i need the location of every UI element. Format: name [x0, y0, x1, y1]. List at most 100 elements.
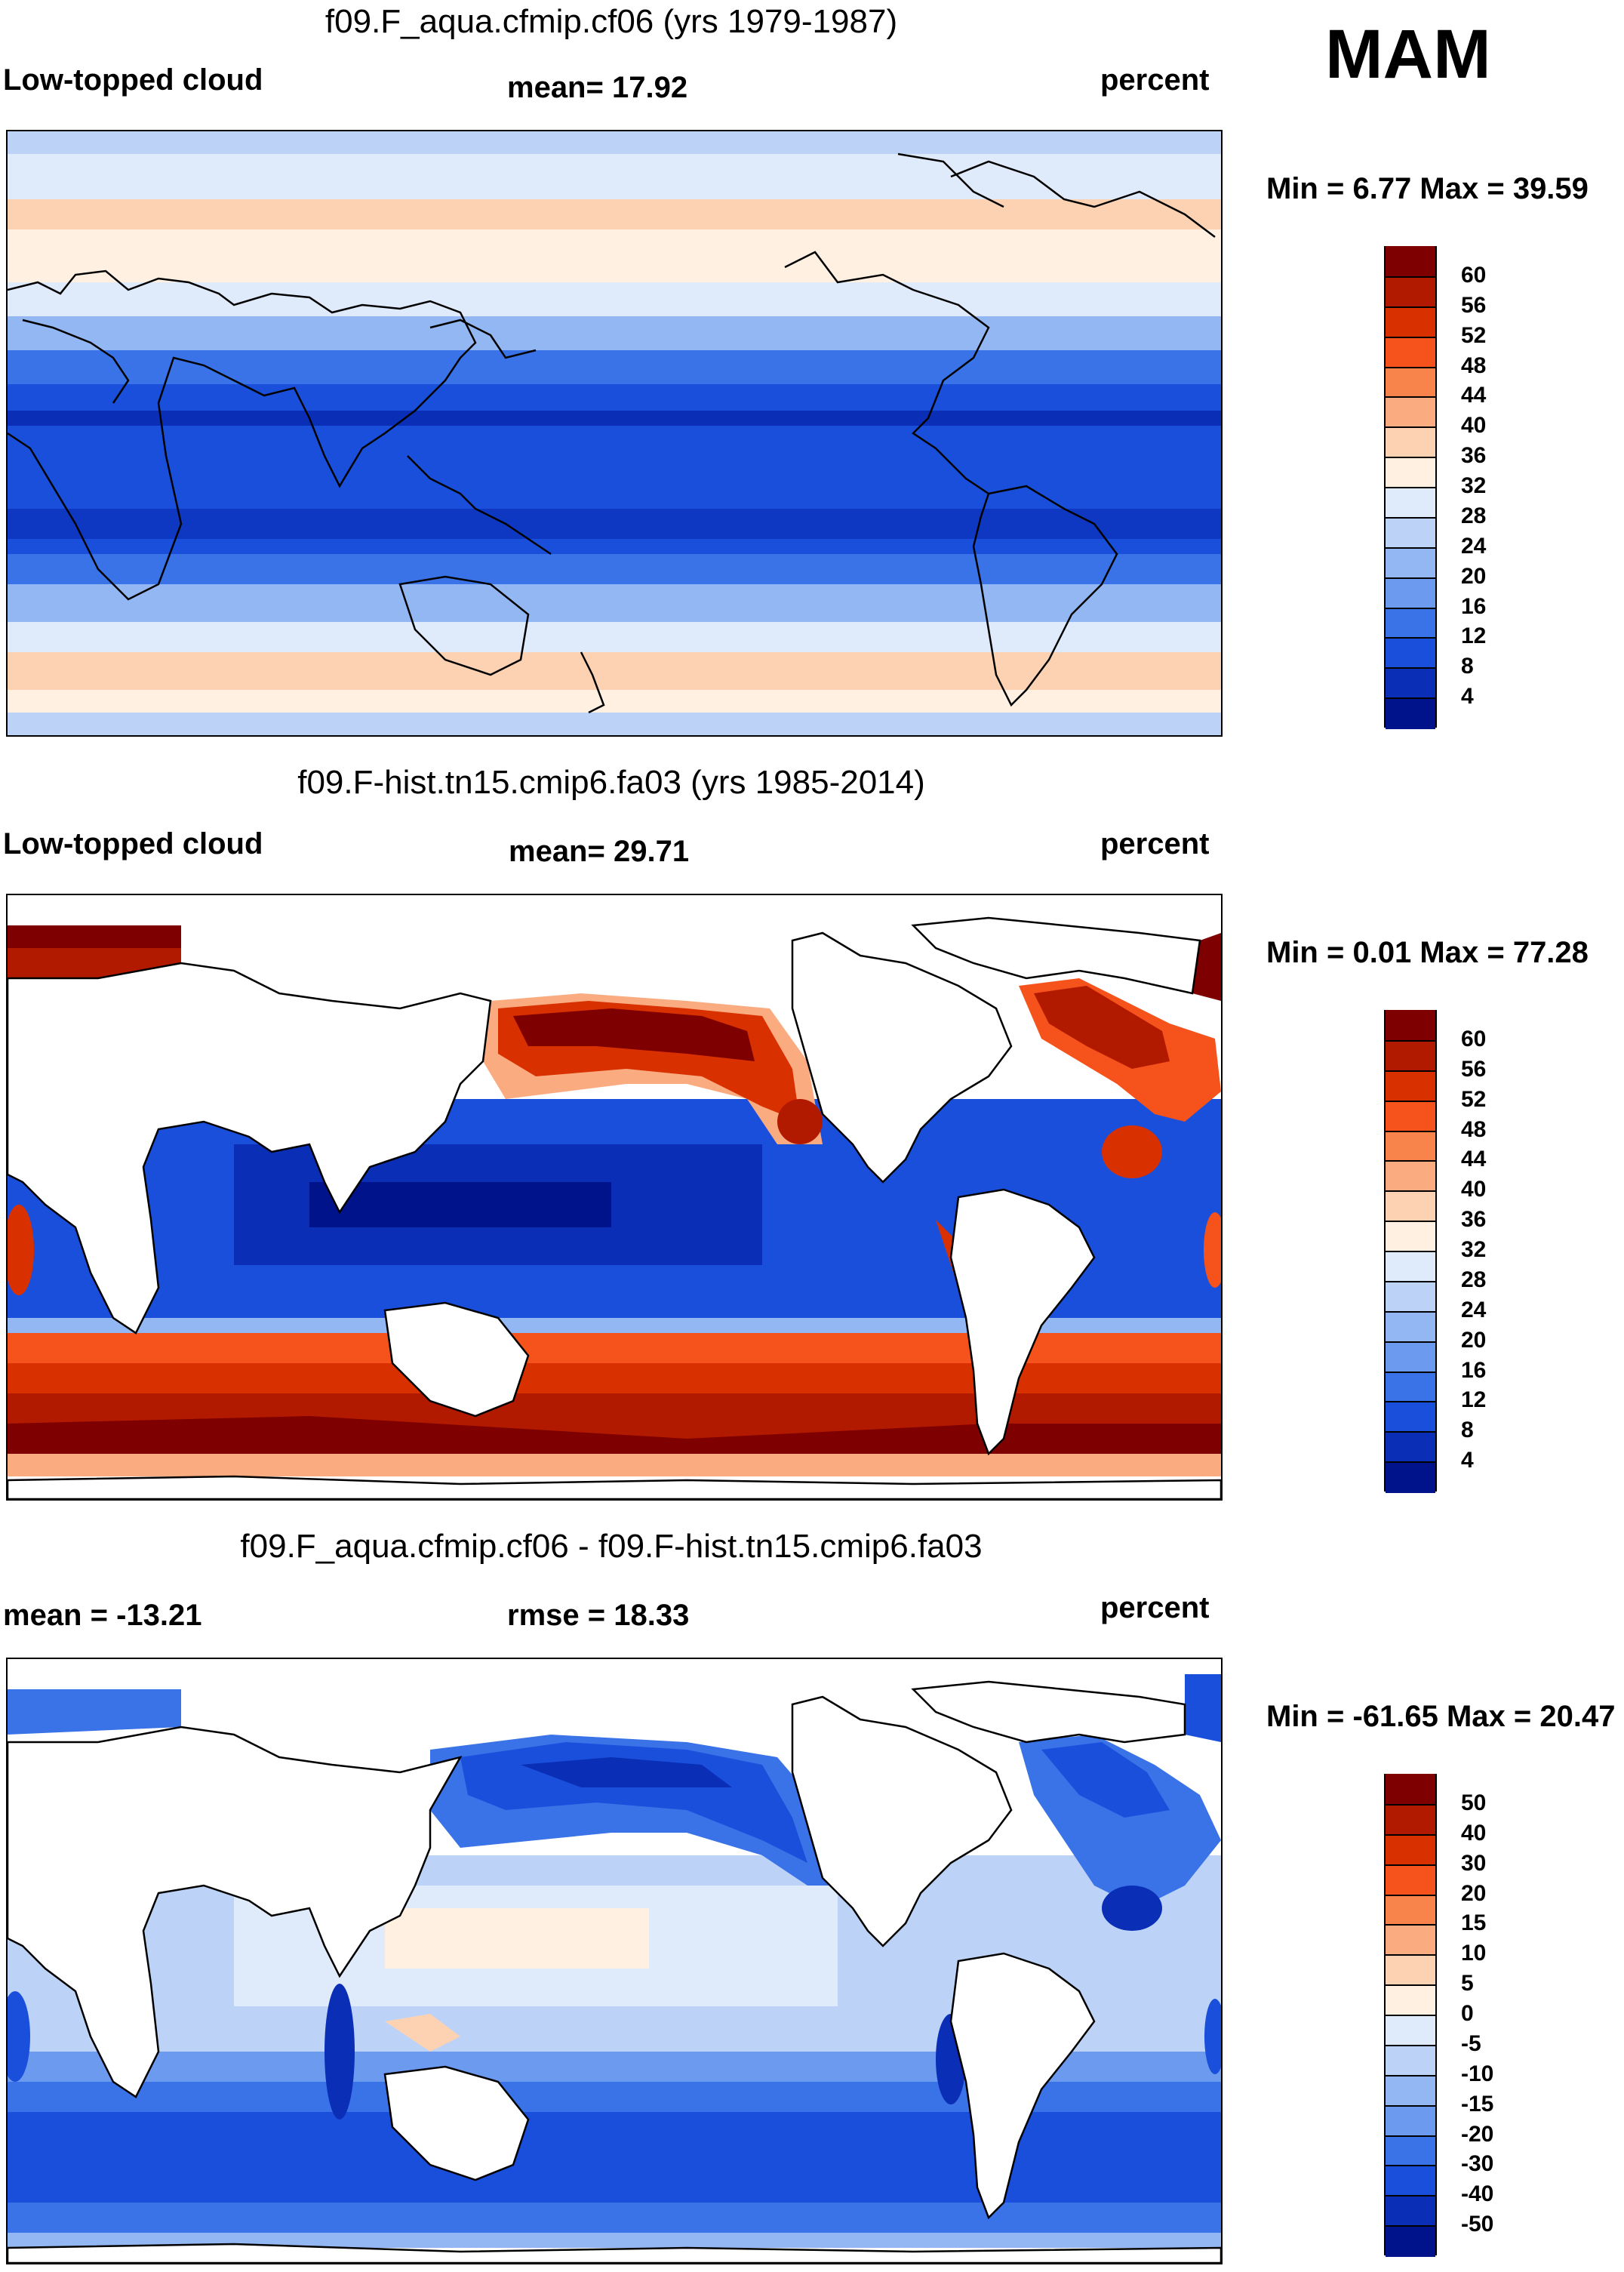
colorbar-swatch	[1386, 487, 1435, 519]
colorbar-tick-label: -15	[1461, 2091, 1494, 2117]
colorbar-swatch	[1386, 1010, 1435, 1042]
colorbar-tick-label: -30	[1461, 2151, 1494, 2177]
colorbar-swatch	[1386, 2165, 1435, 2197]
panel-3-colorbar	[1384, 1774, 1437, 2257]
colorbar-tick-label: 40	[1461, 1177, 1487, 1202]
panel-2-title: f09.F-hist.tn15.cmip6.fa03 (yrs 1985-201…	[297, 764, 925, 801]
colorbar-tick-label: 48	[1461, 352, 1487, 378]
colorbar-tick-label: 36	[1461, 1207, 1487, 1233]
colorbar-tick-label: 8	[1461, 1418, 1474, 1443]
colorbar-swatch	[1386, 2044, 1435, 2077]
colorbar-swatch	[1386, 426, 1435, 459]
colorbar-swatch	[1386, 1100, 1435, 1132]
colorbar-tick-label: 50	[1461, 1790, 1487, 1815]
colorbar-tick-label: 40	[1461, 1820, 1487, 1846]
colorbar-swatch	[1386, 1924, 1435, 1956]
colorbar-swatch	[1386, 2104, 1435, 2137]
panel-2-mean-label: mean= 29.71	[509, 835, 690, 868]
colorbar-swatch	[1386, 637, 1435, 670]
colorbar-swatch	[1386, 1341, 1435, 1373]
panel-2-units-label: percent	[1100, 827, 1210, 860]
colorbar-tick-label: 8	[1461, 654, 1474, 679]
colorbar-tick-label: 5	[1461, 1971, 1474, 1996]
colorbar-swatch	[1386, 1039, 1435, 1072]
colorbar-swatch	[1386, 2195, 1435, 2227]
colorbar-swatch	[1386, 366, 1435, 399]
colorbar-swatch	[1386, 1221, 1435, 1252]
colorbar-swatch	[1386, 577, 1435, 609]
panel-1-variable-label: Low-topped cloud	[3, 63, 263, 97]
panel-3-minmax-label: Min = -61.65 Max = 20.47	[1266, 1700, 1616, 1733]
colorbar-swatch	[1386, 1954, 1435, 1987]
panel-1-map-field	[8, 131, 1221, 735]
panel-2-map	[6, 894, 1223, 1501]
colorbar-tick-label: 28	[1461, 503, 1487, 528]
colorbar-tick-label: 40	[1461, 413, 1487, 439]
colorbar-swatch	[1386, 276, 1435, 308]
panel-1-colorbar	[1384, 246, 1437, 729]
panel-3-rmse-label: rmse = 18.33	[507, 1599, 690, 1632]
colorbar-swatch	[1386, 2015, 1435, 2046]
panel-3-title: f09.F_aqua.cfmip.cf06 - f09.F-hist.tn15.…	[240, 1528, 983, 1565]
colorbar-swatch	[1386, 306, 1435, 338]
panel-1-units-label: percent	[1100, 63, 1210, 97]
colorbar-tick-label: 10	[1461, 1941, 1487, 1966]
colorbar-swatch	[1386, 396, 1435, 429]
colorbar-tick-label: 12	[1461, 623, 1487, 649]
colorbar-tick-label: 52	[1461, 322, 1487, 348]
colorbar-swatch	[1386, 1864, 1435, 1896]
colorbar-swatch	[1386, 1803, 1435, 1836]
colorbar-tick-label: -40	[1461, 2181, 1494, 2207]
colorbar-swatch	[1386, 546, 1435, 579]
colorbar-swatch	[1386, 607, 1435, 639]
colorbar-swatch	[1386, 336, 1435, 368]
colorbar-tick-label: -10	[1461, 2061, 1494, 2086]
colorbar-swatch	[1386, 697, 1435, 729]
colorbar-swatch	[1386, 1280, 1435, 1313]
colorbar-tick-label: 36	[1461, 443, 1487, 469]
colorbar-tick-label: 0	[1461, 2001, 1474, 2026]
colorbar-tick-label: 28	[1461, 1267, 1487, 1292]
colorbar-tick-label: 20	[1461, 563, 1487, 589]
colorbar-swatch	[1386, 1461, 1435, 1493]
panel-3-map	[6, 1658, 1223, 2264]
colorbar-tick-label: 12	[1461, 1387, 1487, 1413]
colorbar-swatch	[1386, 1160, 1435, 1193]
colorbar-swatch	[1386, 1833, 1435, 1866]
colorbar-tick-label: -20	[1461, 2121, 1494, 2147]
colorbar-swatch	[1386, 1371, 1435, 1403]
colorbar-tick-label: 15	[1461, 1910, 1487, 1936]
colorbar-tick-label: 16	[1461, 593, 1487, 619]
colorbar-swatch	[1386, 2225, 1435, 2257]
colorbar-tick-label: 32	[1461, 473, 1487, 498]
panel-3-units-label: percent	[1100, 1591, 1210, 1624]
season-label: MAM	[1325, 16, 1491, 93]
colorbar-swatch	[1386, 1431, 1435, 1464]
colorbar-swatch	[1386, 1070, 1435, 1102]
colorbar-tick-label: -5	[1461, 2030, 1481, 2056]
colorbar-tick-label: 60	[1461, 262, 1487, 288]
colorbar-tick-label: 44	[1461, 383, 1487, 408]
colorbar-tick-label: -50	[1461, 2212, 1494, 2237]
colorbar-tick-label: 30	[1461, 1850, 1487, 1876]
colorbar-tick-label: 60	[1461, 1026, 1487, 1051]
colorbar-tick-label: 4	[1461, 684, 1474, 710]
panel-3-mean-label: mean = -13.21	[3, 1599, 202, 1632]
colorbar-tick-label: 32	[1461, 1237, 1487, 1262]
colorbar-swatch	[1386, 1774, 1435, 1806]
colorbar-swatch	[1386, 1251, 1435, 1282]
colorbar-swatch	[1386, 1984, 1435, 2016]
colorbar-swatch	[1386, 2135, 1435, 2167]
colorbar-tick-label: 20	[1461, 1880, 1487, 1906]
colorbar-tick-label: 56	[1461, 1056, 1487, 1082]
colorbar-tick-label: 20	[1461, 1327, 1487, 1353]
colorbar-tick-label: 16	[1461, 1357, 1487, 1383]
panel-2-colorbar	[1384, 1010, 1437, 1493]
colorbar-swatch	[1386, 1310, 1435, 1343]
panel-2-map-field	[8, 895, 1221, 1499]
panel-1-map	[6, 130, 1223, 737]
colorbar-swatch	[1386, 457, 1435, 488]
colorbar-swatch	[1386, 1190, 1435, 1223]
panel-2-variable-label: Low-topped cloud	[3, 827, 263, 860]
panel-1-title: f09.F_aqua.cfmip.cf06 (yrs 1979-1987)	[324, 3, 898, 40]
